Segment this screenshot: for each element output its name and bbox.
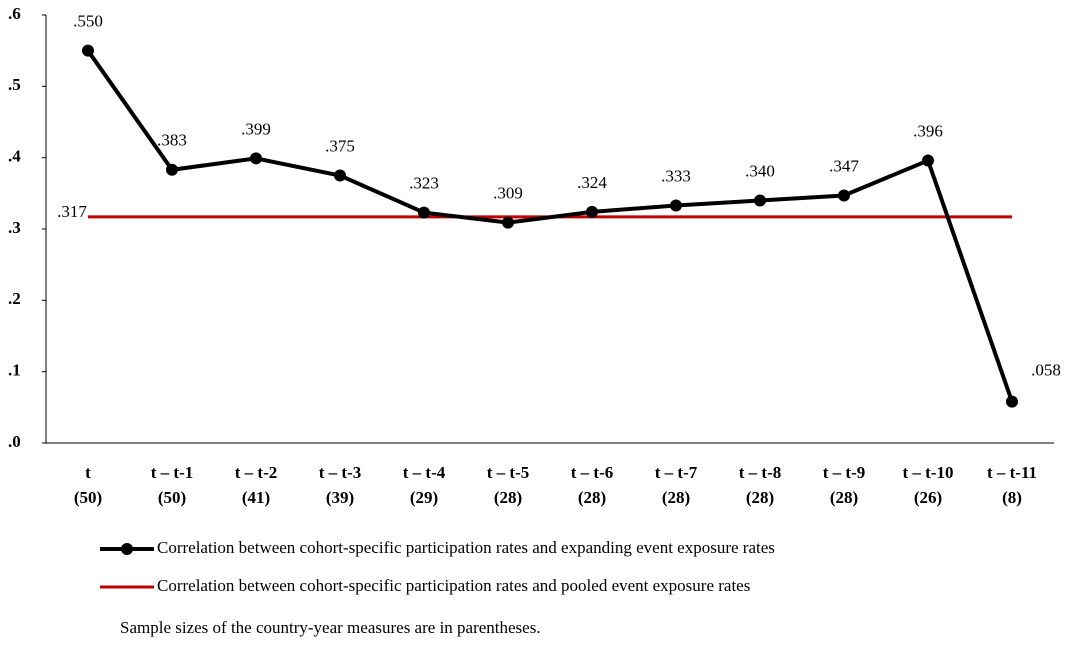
legend-label: Correlation between cohort-specific part… <box>157 538 775 557</box>
legend-marker <box>121 543 133 555</box>
x-tick-label: t – t-8 <box>739 463 781 482</box>
value-label: .058 <box>1031 361 1061 380</box>
point <box>250 152 262 165</box>
sample-size: (29) <box>410 488 438 507</box>
value-label: .375 <box>325 136 355 155</box>
sample-size: (50) <box>74 488 102 507</box>
series-line <box>86 49 1014 403</box>
value-label: .340 <box>745 161 775 180</box>
value-label: .383 <box>157 131 187 150</box>
point <box>838 189 850 202</box>
value-label: .347 <box>829 156 859 175</box>
point <box>670 199 682 212</box>
sample-size: (28) <box>830 488 858 507</box>
point <box>502 216 514 229</box>
point <box>586 205 598 218</box>
sample-size: (50) <box>158 488 186 507</box>
x-tick-label: t – t-3 <box>319 463 361 482</box>
point <box>418 206 430 219</box>
sample-size: (39) <box>326 488 354 507</box>
x-tick-label: t – t-4 <box>403 463 446 482</box>
x-tick-label: t – t-5 <box>487 463 529 482</box>
x-tick-label: t – t-7 <box>655 463 698 482</box>
y-tick-label: .6 <box>8 4 21 23</box>
x-tick-label: t – t-11 <box>987 463 1037 482</box>
point <box>754 194 766 207</box>
x-tick-label: t <box>85 463 91 482</box>
point <box>922 154 934 167</box>
value-label: .324 <box>577 173 607 192</box>
sample-size: (28) <box>746 488 774 507</box>
point <box>334 169 346 182</box>
x-tick-label: t – t-10 <box>903 463 954 482</box>
sample-size: (28) <box>578 488 606 507</box>
sample-size: (41) <box>242 488 270 507</box>
y-tick-label: .5 <box>8 75 21 94</box>
note: Sample sizes of the country-year measure… <box>120 618 541 637</box>
value-label: .317 <box>57 202 87 221</box>
value-label: .323 <box>409 173 439 192</box>
x-tick-label: t – t-2 <box>235 463 277 482</box>
sample-size: (8) <box>1002 488 1022 507</box>
point <box>82 44 94 57</box>
value-label: .550 <box>73 12 103 31</box>
y-tick-label: .2 <box>8 289 21 308</box>
y-tick-label: .3 <box>8 218 21 237</box>
y-tick-label: .0 <box>8 432 21 451</box>
sample-size: (28) <box>662 488 690 507</box>
y-tick-label: .1 <box>8 361 21 380</box>
value-label: .333 <box>661 166 691 185</box>
value-label: .399 <box>241 119 271 138</box>
x-tick-label: t – t-9 <box>823 463 865 482</box>
sample-size: (26) <box>914 488 942 507</box>
x-tick-label: t – t-6 <box>571 463 613 482</box>
value-label: .396 <box>913 121 943 140</box>
value-label: .309 <box>493 183 523 202</box>
legend-label: Correlation between cohort-specific part… <box>157 576 750 595</box>
point <box>166 163 178 176</box>
y-tick-label: .4 <box>8 147 21 166</box>
sample-size: (28) <box>494 488 522 507</box>
point <box>1006 395 1018 408</box>
x-tick-label: t – t-1 <box>151 463 193 482</box>
